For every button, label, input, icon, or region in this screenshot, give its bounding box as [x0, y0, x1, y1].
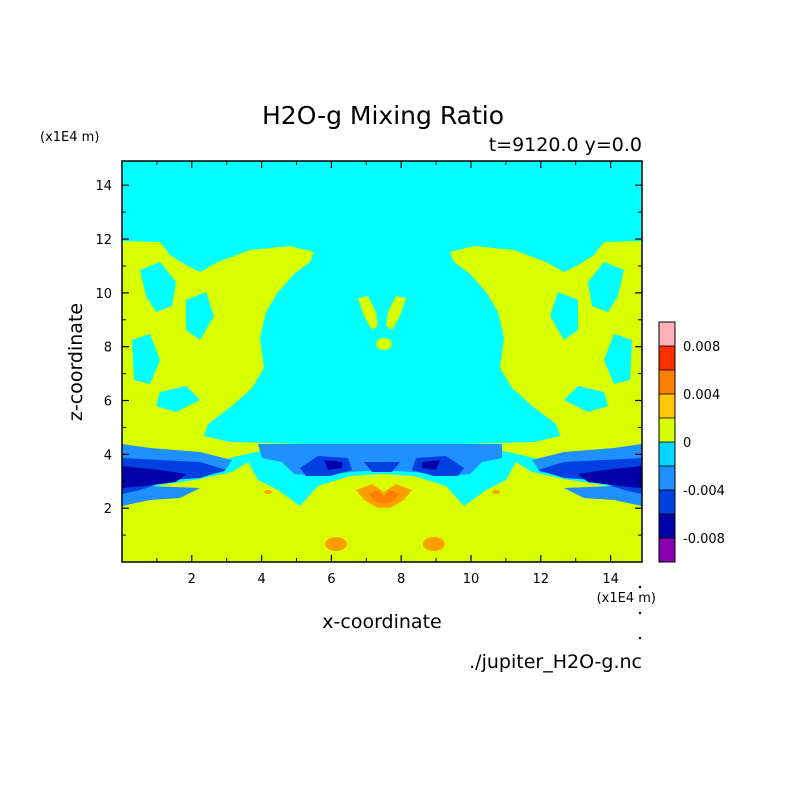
y-tick-label: 8	[104, 341, 112, 356]
field-orange-bottom-right	[423, 537, 445, 551]
field-yellow-lower	[122, 462, 642, 562]
chart-subtitle: t=9120.0 y=0.0	[489, 134, 642, 156]
y-tick-label: 10	[95, 287, 112, 302]
field-cyan-left-2	[186, 292, 214, 340]
colorbar-swatch	[659, 442, 675, 466]
x-tick-label: 12	[533, 572, 550, 587]
colorbar-tick-label: 0	[683, 436, 691, 451]
field-darkblue-right	[578, 466, 642, 488]
field-yellow-center-left	[358, 296, 378, 330]
field-yellow-center-right	[386, 296, 406, 330]
colorbar-tick-label: -0.008	[683, 532, 725, 547]
y-tick-label: 14	[95, 179, 112, 194]
field-darkorange-center	[368, 490, 400, 504]
y-tick-label: 4	[104, 448, 112, 463]
y-units-label: (x1E4 m)	[40, 130, 99, 145]
y-axis: 2 4 6 8 10 12 14	[95, 179, 642, 536]
field-orange-speck-left	[264, 490, 272, 494]
source-file-label: ./jupiter_H2O-g.nc	[469, 651, 642, 673]
colorbar-tick-label: 0.004	[683, 388, 720, 403]
x-tick-label: 2	[188, 572, 196, 587]
chart-title: H2O-g Mixing Ratio	[262, 101, 504, 130]
field-cyan-right-2	[550, 292, 578, 340]
x-tick-label: 14	[602, 572, 619, 587]
field-orange-bottom-left	[325, 537, 347, 551]
marker-dot-3	[638, 636, 642, 640]
field-darkblue-left	[122, 466, 186, 488]
y-axis-label: z-coordinate	[65, 303, 87, 421]
colorbar-swatch	[659, 514, 675, 538]
y-tick-label: 6	[104, 395, 112, 410]
colorbar-tick-label: 0.008	[683, 340, 720, 355]
field-blue-center	[364, 462, 400, 472]
field-orange-speck-right	[492, 490, 500, 494]
field-blue-center-left	[300, 456, 352, 476]
field-darkblue-center-right	[422, 460, 440, 470]
x-axis: 2 4 6 8 10 12 14	[156, 161, 619, 587]
plot-frame	[121, 160, 643, 563]
x-axis-label: x-coordinate	[322, 611, 441, 633]
colorbar-swatch	[659, 370, 675, 394]
colorbar-swatch	[659, 346, 675, 370]
colorbar-swatch	[659, 322, 675, 346]
colorbar-swatch	[659, 418, 675, 442]
x-tick-label: 4	[257, 572, 265, 587]
x-tick-label: 10	[463, 572, 480, 587]
colorbar-swatch	[659, 394, 675, 418]
marker-dot-2	[638, 611, 642, 615]
field-cyan-right-1	[588, 262, 624, 312]
colorbar-tick-label: -0.004	[683, 484, 725, 499]
field-cyan-right-3	[604, 334, 632, 384]
field-darkblue-center-left	[324, 460, 342, 470]
colorbar-swatch	[659, 538, 675, 562]
field-cyan-left-4	[156, 386, 200, 412]
x-tick-label: 8	[397, 572, 405, 587]
field-cyan-left-1	[140, 262, 176, 312]
x-tick-label: 6	[327, 572, 335, 587]
colorbar-swatch	[659, 466, 675, 490]
field-yellow-center-dot	[376, 338, 392, 350]
x-units-label: (x1E4 m)	[597, 591, 656, 606]
y-tick-label: 12	[95, 233, 112, 248]
marker-dot-1	[638, 585, 642, 589]
y-tick-label: 2	[104, 502, 112, 517]
colorbar-swatch	[659, 490, 675, 514]
field-cyan-left-3	[132, 334, 160, 384]
field-blue-center-right	[412, 456, 464, 476]
colorbar: 0.008 0.004 0 -0.004 -0.008	[658, 321, 725, 563]
heatmap-field	[122, 161, 642, 562]
field-cyan-right-4	[564, 386, 608, 412]
